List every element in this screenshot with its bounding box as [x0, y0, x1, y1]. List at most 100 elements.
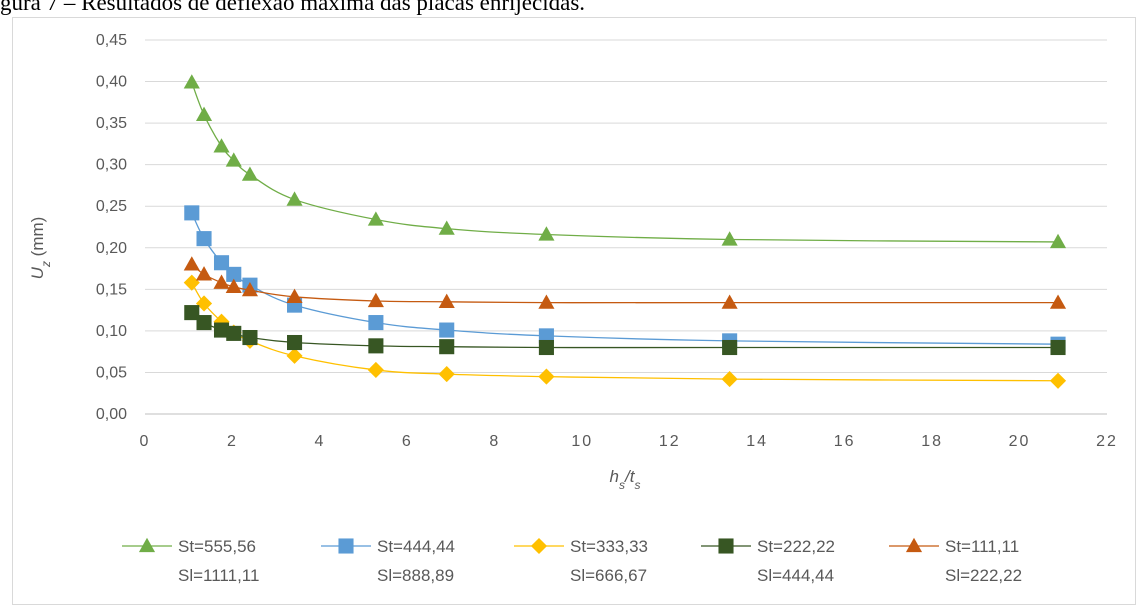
series-3	[183, 274, 1067, 389]
y-axis-title: Uz (mm)	[28, 217, 53, 280]
y-tick-label: 0,25	[96, 198, 127, 215]
figure-caption: gura 7 – Resultados de deflexão máxima d…	[0, 0, 586, 15]
x-tick-label: 6	[402, 433, 413, 450]
x-tick-label: 8	[489, 433, 500, 450]
data-point	[183, 256, 200, 271]
legend-item: St=333,33 Sl=666,67	[514, 537, 648, 585]
data-point	[184, 205, 200, 221]
y-tick-label: 0,30	[96, 157, 127, 174]
grid-lines	[145, 39, 1107, 415]
data-point	[226, 266, 242, 282]
x-tick-label: 20	[1009, 433, 1031, 450]
data-point	[226, 325, 242, 341]
y-axis-title-sub: z	[39, 261, 53, 268]
x-tick-label: 18	[921, 433, 943, 450]
data-point	[338, 538, 354, 554]
data-point	[183, 274, 200, 291]
data-point	[538, 294, 555, 309]
data-point	[438, 366, 455, 383]
data-point	[213, 255, 230, 271]
legend: St=555,56Sl=1111,11St=444,44Sl=888,89St=…	[122, 537, 1022, 585]
data-point	[438, 220, 455, 235]
legend-label-line1: St=111,11	[945, 537, 1019, 556]
data-point	[183, 74, 200, 89]
data-point	[439, 322, 455, 338]
data-point	[138, 537, 156, 553]
data-point	[213, 274, 230, 289]
data-point	[1049, 294, 1067, 309]
y-tick-label: 0,05	[96, 364, 127, 381]
legend-label-line1: St=555,56	[178, 537, 256, 556]
series-2	[184, 205, 1066, 352]
y-tick-label: 0,15	[96, 281, 127, 298]
legend-label-line2: Sl=444,44	[757, 566, 834, 585]
y-tick-label: 0,40	[96, 74, 127, 91]
data-point	[538, 339, 554, 356]
x-tick-label: 10	[571, 433, 593, 450]
data-point	[195, 295, 213, 312]
data-point	[1050, 339, 1066, 356]
data-point	[242, 329, 258, 346]
data-point	[195, 266, 213, 281]
data-point	[438, 293, 455, 308]
x-tick-label: 2	[227, 433, 238, 450]
series-5	[183, 256, 1067, 309]
data-point	[530, 537, 548, 555]
data-point	[286, 288, 303, 303]
x-tick-label: 22	[1096, 433, 1118, 450]
data-point	[538, 328, 554, 344]
y-tick-label: 0,10	[96, 323, 127, 340]
data-point	[538, 368, 555, 385]
series-line	[191, 82, 1059, 243]
data-point	[1049, 372, 1067, 389]
legend-item: St=555,56 Sl=1111,11	[122, 537, 259, 585]
y-axis-title-unit: (mm)	[28, 217, 47, 261]
data-point	[721, 231, 738, 246]
x-axis-title: hs/ts	[610, 467, 641, 492]
data-point	[905, 537, 923, 553]
x-axis-title-sub1: s	[619, 478, 625, 492]
x-tick-label: 14	[746, 433, 768, 450]
data-point	[368, 338, 384, 354]
x-tick-label: 4	[314, 433, 325, 450]
data-point	[538, 226, 555, 241]
y-tick-label: 0,00	[96, 406, 127, 423]
y-tick-label: 0,35	[96, 115, 127, 132]
x-tick-label: 12	[659, 433, 681, 450]
data-point	[196, 231, 212, 247]
y-axis-title-main: U	[28, 266, 47, 279]
legend-label-line2: Sl=222,22	[945, 566, 1022, 585]
series-line	[191, 263, 1059, 304]
y-tick-label: 0,45	[96, 32, 127, 49]
legend-label-line1: St=444,44	[377, 537, 455, 556]
series-line	[191, 282, 1059, 382]
data-point	[367, 292, 384, 308]
data-point	[286, 347, 303, 364]
data-point	[367, 211, 384, 226]
x-axis-title-main: h	[610, 467, 619, 486]
legend-item: St=222,22 Sl=444,44	[701, 537, 835, 585]
x-axis-title-sub2: s	[634, 478, 640, 492]
data-point	[225, 278, 242, 293]
series-line	[191, 312, 1059, 349]
data-point	[196, 315, 212, 331]
x-tick-labels: 0 2 4 6 8 10 12 14 16 18 20 22	[140, 433, 1118, 450]
legend-label-line2: Sl=666,67	[570, 566, 647, 585]
y-tick-label: 0,20	[96, 240, 127, 257]
x-tick-label: 16	[834, 433, 856, 450]
legend-label-line1: St=333,33	[570, 537, 648, 556]
data-point	[439, 339, 455, 355]
data-point	[718, 538, 734, 554]
legend-item: St=111,11 Sl=222,22	[889, 537, 1022, 585]
legend-label-line1: St=222,22	[757, 537, 835, 556]
legend-item: St=444,44 Sl=888,89	[321, 537, 455, 585]
data-point	[368, 315, 384, 331]
data-point	[241, 281, 259, 297]
data-point	[213, 138, 230, 153]
y-tick-labels: 0,00 0,05 0,10 0,15 0,20 0,25 0,30 0,35 0,40 0,45	[96, 32, 127, 423]
data-point	[287, 334, 303, 351]
data-point	[1049, 233, 1067, 249]
series-4	[184, 305, 1066, 356]
data-point	[722, 339, 738, 356]
